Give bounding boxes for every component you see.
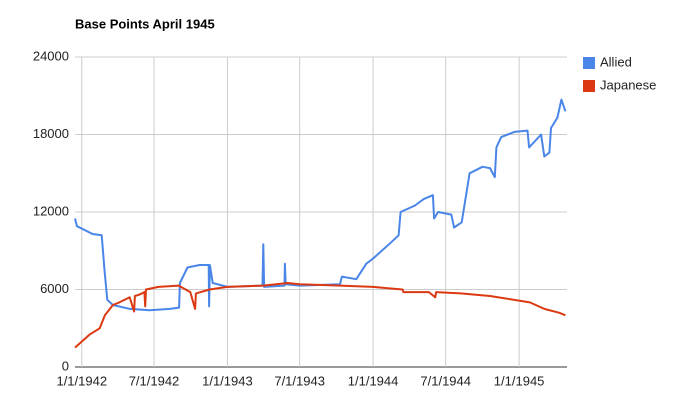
x-tick-label: 7/1/1944 [420,373,471,388]
series-line [74,98,567,312]
x-tick-label: 1/1/1944 [348,373,399,388]
y-tick-label: 12000 [33,203,69,218]
y-tick-label: 6000 [40,281,69,296]
x-tick-label: 7/1/1943 [274,373,325,388]
legend-swatch [583,80,595,92]
y-tick-label: 18000 [33,126,69,141]
y-tick-label: 0 [62,358,69,373]
y-tick-label: 24000 [33,48,69,63]
x-tick-label: 7/1/1942 [129,373,180,388]
legend-label: Japanese [600,77,656,92]
legend-label: Allied [600,54,632,69]
x-tick-label: 1/1/1942 [56,373,107,388]
legend-swatch [583,57,595,69]
series-line [74,282,566,349]
x-tick-label: 1/1/1945 [494,373,545,388]
x-tick-label: 1/1/1943 [202,373,253,388]
chart-title: Base Points April 1945 [75,16,215,31]
